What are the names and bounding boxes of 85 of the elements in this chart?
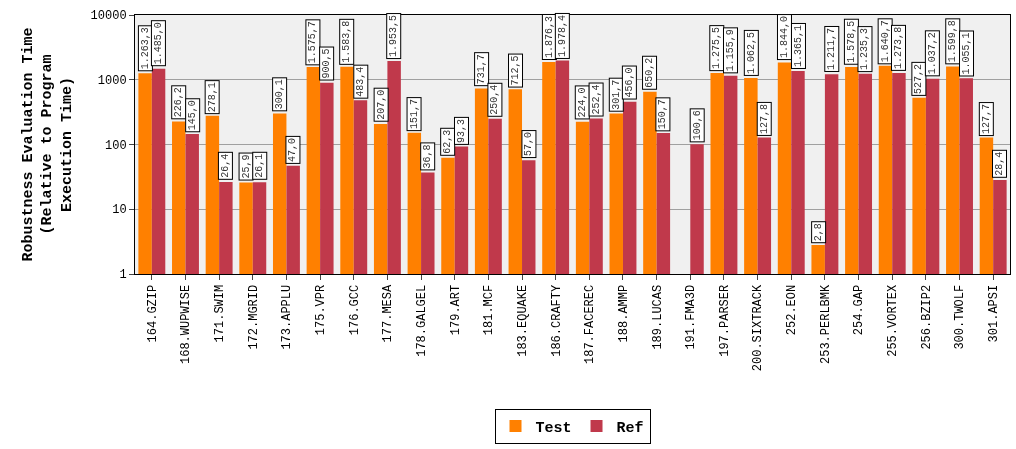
data-label: 250,4 [489,84,501,115]
data-label: 731,7 [476,54,488,85]
x-tick-label: 178.GALGEL [414,284,429,357]
x-tick-label: 197.PARSER [717,284,732,357]
data-label: 1.583,8 [341,20,353,63]
legend-label: Ref [616,419,644,437]
y-tick-label: 10000 [90,9,127,24]
data-label: 1.876,3 [543,15,555,58]
data-label: 252,4 [590,84,602,115]
x-tick-label: 253.PERLBMK [818,284,833,365]
data-label: 1.263,3 [139,27,151,70]
data-label: 650,2 [644,57,656,88]
x-tick-label: 200.SIXTRACK [751,284,766,372]
data-label: 1.273,8 [893,26,904,69]
data-label: 36,8 [422,144,434,169]
data-label: 151,7 [408,99,420,130]
data-label: 127,7 [980,104,992,135]
data-label: 278,1 [206,82,218,113]
data-label: 1.640,7 [879,20,891,63]
x-tick-label: 186.CRAFTY [549,284,564,357]
data-label: 900,5 [321,48,333,79]
data-label: 224,0 [576,87,588,118]
x-tick-label: 252.EON [785,284,800,336]
data-label: 28,4 [994,151,1005,176]
legend-label: Test [535,419,572,437]
x-tick-label: 254.GAP [852,284,867,336]
data-label: 1.978,4 [556,14,568,57]
data-label: 301,7 [610,79,622,110]
x-tick-label: 168.WUPWISE [179,284,194,365]
data-label: 100,6 [691,110,703,141]
data-label: 1.953,5 [388,15,400,58]
data-label: 47,0 [287,137,299,162]
x-tick-label: 177.MESA [381,284,396,343]
x-tick-label: 171.SWIM [213,284,228,343]
data-label: 226,2 [173,87,185,118]
data-label: 483,4 [355,66,367,97]
x-tick-label: 188.AMMP [616,284,631,343]
data-label: 57,0 [523,132,535,157]
x-tick-label: 300.TWOLF [953,284,968,350]
x-tick-label: 187.FACEREC [583,284,598,365]
x-tick-label: 256.BZIP2 [919,284,934,350]
data-label: 62,3 [442,129,454,154]
data-label: 1.844,0 [778,16,790,59]
y-tick-label: 10 [112,203,127,218]
data-label: 1.062,5 [745,31,757,74]
data-label: 712,5 [510,55,522,86]
y-tick-label: 100 [104,138,127,153]
x-tick-label: 179.ART [448,284,463,336]
x-tick-label: 183.EQUAKE [515,284,530,357]
data-label: 1.599,8 [947,20,959,63]
data-label: 207,0 [375,89,387,120]
data-label: 1.365,1 [792,24,804,67]
data-label: 1.275,5 [711,27,723,70]
data-label: 150,7 [657,99,669,130]
x-tick-label: 172.MGRID [246,284,261,350]
data-label: 1.155,9 [724,29,736,72]
data-label: 1.485,0 [152,22,164,65]
data-label: 1.575,7 [307,21,319,64]
x-tick-label: 164.GZIP [145,284,160,343]
y-axis-title: Robustness Evaluation Time (Relative to Program Execution Time) [19,27,76,262]
y-tick-label: 1000 [97,73,127,88]
x-tick-label: 181.MCF [482,284,497,336]
y-tick-label: 1 [119,268,127,283]
data-label: 1.578,5 [845,20,857,63]
data-label: 93,3 [455,118,467,143]
data-label: 145,0 [187,100,199,131]
x-tick-label: 189.LUCAS [650,284,665,350]
data-label: 1.055,1 [961,32,973,75]
x-tick-label: 173.APPLU [280,284,295,350]
data-label: 1.235,3 [859,28,871,71]
x-tick-label: 255.VORTEX [886,284,901,357]
data-label: 1.211,7 [826,27,838,70]
data-label: 26,1 [254,153,266,178]
data-label: 527,2 [913,63,925,94]
x-tick-label: 191.FMA3D [684,284,699,350]
data-label: 2,8 [813,223,825,242]
x-tick-label: 176.GCC [347,284,362,336]
data-label: 300,1 [274,79,286,110]
data-label: 456,0 [623,67,635,98]
x-tick-label: 301.APSI [987,284,1002,343]
data-label: 26,4 [219,153,231,178]
x-tick-label: 175.VPR [314,284,328,336]
data-label: 127,8 [758,103,770,134]
data-label: 25,9 [240,154,252,179]
data-label: 1.037,2 [926,32,938,75]
